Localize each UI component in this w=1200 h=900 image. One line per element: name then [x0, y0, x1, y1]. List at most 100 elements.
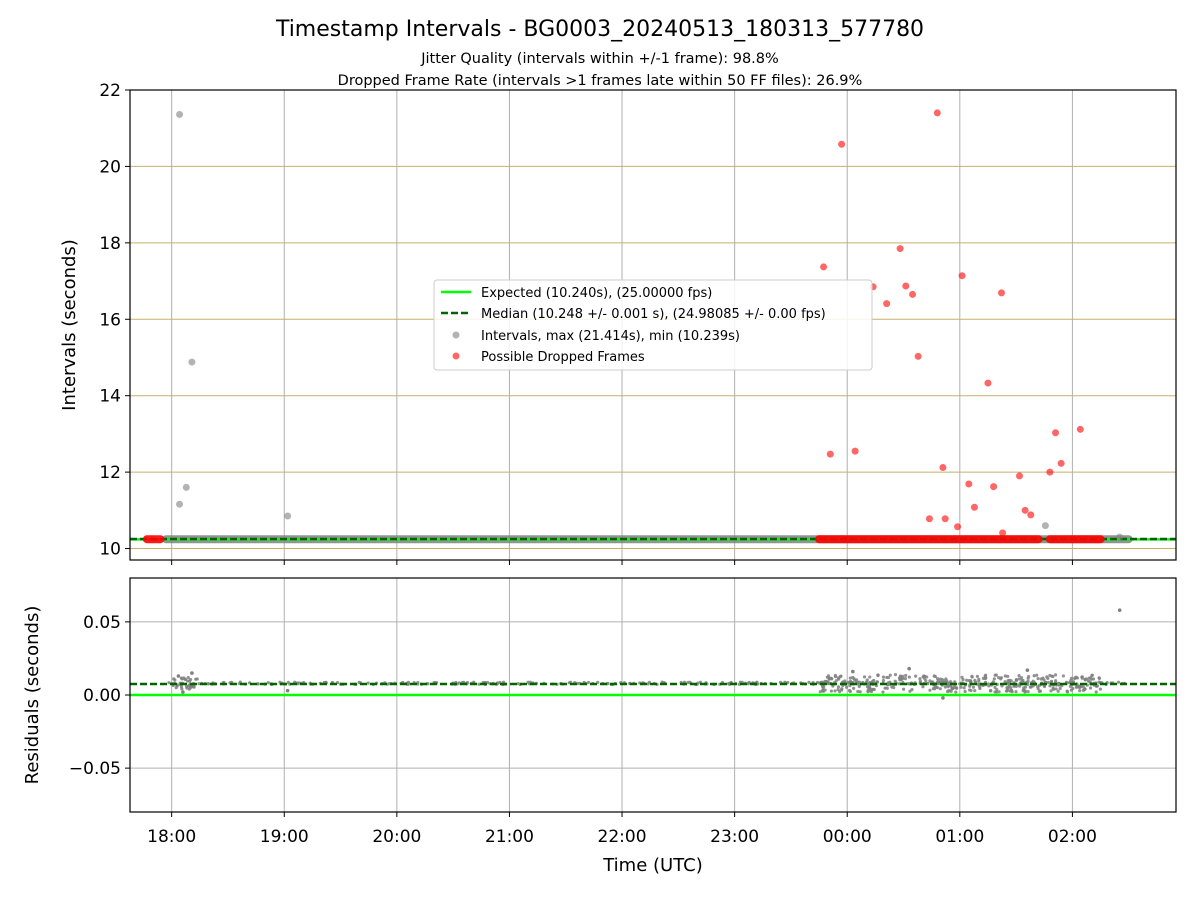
residual-point	[935, 677, 940, 681]
residual-point	[1077, 686, 1082, 690]
intervals-y-tick-label: 22	[99, 81, 121, 101]
residual-point	[969, 688, 973, 693]
residual-outlier-point	[851, 669, 855, 674]
residual-point	[477, 682, 481, 686]
residual-point	[914, 674, 918, 678]
residual-point	[851, 675, 855, 680]
x-tick-label: 01:00	[935, 827, 984, 847]
residual-point	[886, 675, 891, 680]
chart-title: Timestamp Intervals - BG0003_20240513_18…	[275, 17, 924, 42]
dropped-frame-point	[883, 300, 891, 308]
residual-point	[1116, 680, 1121, 684]
residual-point	[852, 686, 856, 691]
dropped-frame-point	[851, 447, 859, 455]
residual-point	[967, 679, 971, 683]
dropped-frame-point	[826, 450, 834, 458]
residual-point	[1088, 686, 1093, 690]
residual-point	[867, 685, 871, 689]
residual-point	[173, 678, 177, 682]
residual-point	[907, 675, 911, 679]
residual-point	[1057, 683, 1061, 687]
residual-point	[1094, 690, 1098, 694]
dropped-frame-point	[1027, 511, 1035, 519]
residual-point	[953, 680, 957, 684]
residual-point	[893, 673, 898, 677]
residual-point	[875, 680, 879, 684]
residual-point	[1006, 682, 1011, 686]
residual-point	[907, 682, 911, 686]
interval-point	[284, 512, 292, 520]
residual-point	[1088, 680, 1092, 684]
residual-point	[918, 679, 922, 683]
residual-point	[961, 677, 965, 682]
residual-point	[1020, 678, 1024, 683]
residual-point	[942, 679, 946, 683]
residual-point	[901, 687, 906, 691]
residual-point	[1049, 689, 1053, 693]
residual-point	[266, 681, 270, 685]
legend-dropped-label: Possible Dropped Frames	[481, 350, 645, 365]
residual-point	[893, 679, 897, 683]
residual-point	[1054, 679, 1058, 683]
dropped-frame-point	[1015, 472, 1023, 480]
dropped-frame-point	[990, 483, 998, 491]
residual-point	[898, 675, 902, 679]
residual-point	[1003, 674, 1007, 678]
residual-point	[931, 686, 936, 691]
residual-outlier-point	[176, 674, 181, 678]
dropped-frame-point	[984, 379, 992, 387]
dropped-frame-point	[958, 272, 966, 280]
residual-point	[858, 690, 862, 694]
residual-point	[953, 685, 957, 690]
residual-point	[847, 688, 852, 693]
residual-point	[807, 680, 811, 684]
residual-point	[188, 677, 193, 682]
residual-point	[928, 688, 932, 692]
residual-point	[1031, 679, 1035, 683]
x-tick-label: 20:00	[372, 827, 421, 847]
residual-point	[1094, 684, 1099, 688]
interval-point	[182, 483, 190, 491]
residual-point	[883, 686, 887, 690]
residual-point	[888, 673, 892, 677]
residual-point	[1097, 676, 1101, 680]
chart-subtitle-line-1: Jitter Quality (intervals within +/-1 fr…	[420, 51, 779, 67]
residual-point	[933, 674, 937, 679]
residual-point	[973, 678, 977, 682]
residual-point	[881, 675, 886, 679]
residual-point	[1009, 688, 1014, 692]
residual-point	[988, 689, 993, 693]
residual-point	[829, 689, 834, 693]
residual-point	[836, 676, 840, 680]
residual-point	[586, 680, 591, 685]
residual-point	[1083, 687, 1087, 691]
residuals-panel: 18:00 19:00 20:00 21:00 22:00 23:00 00:00 01:00…	[22, 577, 1177, 876]
interval-point	[1116, 533, 1124, 541]
x-tick-label: 00:00	[823, 827, 872, 847]
residual-point	[834, 679, 838, 683]
residual-point	[1058, 686, 1062, 691]
residual-point	[869, 687, 873, 692]
residual-point	[848, 676, 852, 680]
residual-point	[1098, 687, 1102, 691]
dropped-frame-point	[965, 480, 973, 488]
residual-point	[829, 676, 833, 680]
intervals-y-tick-label: 10	[99, 540, 121, 560]
residual-point	[827, 682, 831, 686]
residual-point	[1078, 689, 1082, 693]
residual-point	[997, 690, 1001, 694]
residual-point	[970, 674, 974, 678]
legend-box	[433, 279, 873, 371]
intervals-panel: 10 12 14 16 18 20 22 Intervals (seconds) Expec…	[59, 81, 1177, 565]
dropped-frame-point	[970, 503, 978, 511]
residual-point	[959, 685, 963, 689]
dropped-frame-point	[896, 245, 904, 253]
intervals-y-tick-label: 18	[99, 234, 121, 254]
residual-point	[866, 690, 870, 694]
residual-point	[854, 678, 859, 682]
residual-point	[975, 674, 979, 678]
residual-point	[965, 678, 969, 682]
residual-point	[977, 679, 981, 683]
residual-point	[1046, 676, 1050, 681]
residual-point	[945, 679, 949, 683]
